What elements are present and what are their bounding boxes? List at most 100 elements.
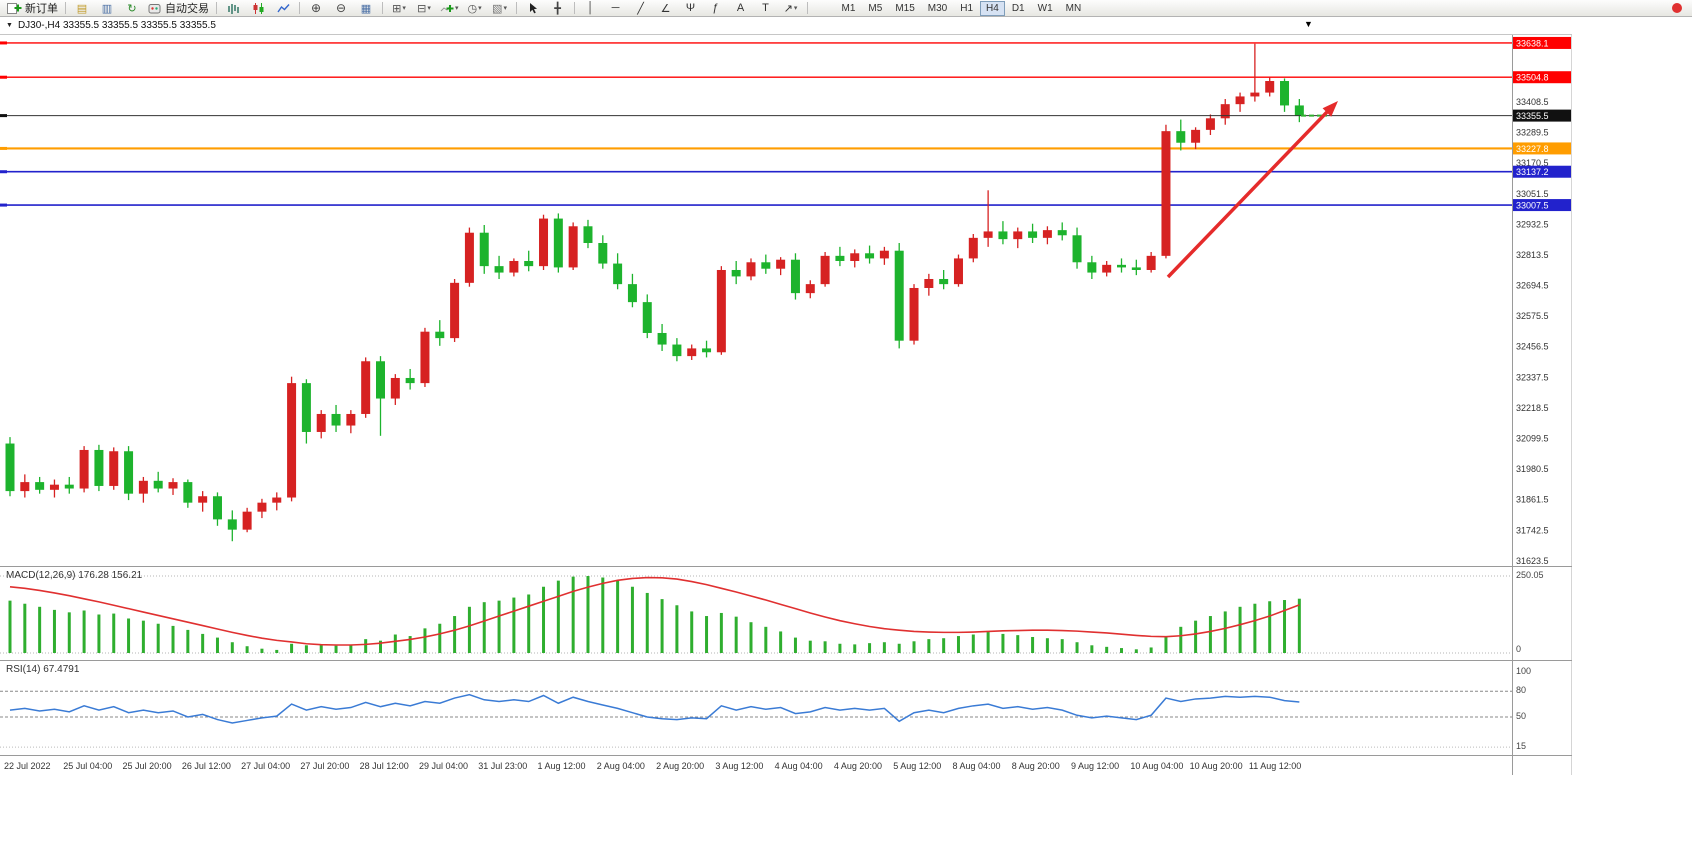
svg-text:33408.5: 33408.5 — [1516, 97, 1549, 107]
svg-text:33638.1: 33638.1 — [1516, 38, 1549, 48]
equidistant-channel-icon: ∠ — [660, 2, 671, 15]
candlestick-chart-icon — [252, 2, 265, 15]
time-axis-labels: 22 Jul 2022 25 Jul 04:00 25 Jul 20:00 26 Ju… — [4, 761, 1301, 771]
new-chart-icon: ⊞ — [392, 2, 402, 15]
refresh-button[interactable]: ↻ — [120, 0, 144, 17]
profiles-icon: ⊟ — [417, 2, 427, 15]
timeframe-h4[interactable]: H4 — [980, 0, 1005, 16]
label-button[interactable]: T — [754, 0, 778, 17]
svg-text:28 Jul 12:00: 28 Jul 12:00 — [360, 761, 409, 771]
svg-text:8 Aug 20:00: 8 Aug 20:00 — [1012, 761, 1060, 771]
templates-button[interactable]: ▧ ▾ — [488, 0, 512, 17]
zoom-in-icon: ⊕ — [310, 1, 322, 15]
svg-text:5 Aug 12:00: 5 Aug 12:00 — [893, 761, 941, 771]
zoom-out-button[interactable]: ⊖ — [329, 0, 353, 17]
panel-separator[interactable] — [0, 755, 1572, 756]
toolbar-separator — [382, 2, 383, 14]
chart-title-bar: ▼ DJ30-,H4 33355.5 33355.5 33355.5 33355… — [0, 17, 1572, 35]
autotrading-icon — [148, 2, 162, 15]
panel-separator[interactable] — [0, 660, 1572, 661]
rsi-level-80: 80 — [1516, 685, 1527, 695]
market-watch-button[interactable]: ▤ — [70, 0, 94, 17]
chevron-down-icon: ▾ — [402, 5, 406, 12]
arrows-button[interactable]: ↗ ▾ — [779, 0, 803, 17]
svg-text:27 Jul 04:00: 27 Jul 04:00 — [241, 761, 290, 771]
trendline-button[interactable]: ╱ — [629, 0, 653, 17]
vertical-line-button[interactable]: │ — [579, 0, 603, 17]
timeframe-w1[interactable]: W1 — [1037, 2, 1053, 14]
data-window-button[interactable]: ▥ — [95, 0, 119, 17]
toolbar-separator — [573, 2, 575, 14]
text-button[interactable]: A — [729, 0, 753, 17]
vertical-line-icon: │ — [587, 2, 594, 14]
autotrading-button[interactable]: 自动交易 — [145, 0, 212, 17]
timeframe-m30[interactable]: M30 — [927, 2, 948, 14]
svg-text:33504.8: 33504.8 — [1516, 73, 1549, 83]
rsi-level-50: 50 — [1516, 711, 1527, 721]
timeframe-d1[interactable]: D1 — [1011, 2, 1025, 14]
collapse-icon[interactable]: ▼ — [6, 22, 13, 29]
andrews-pitchfork-button[interactable]: Ψ — [679, 0, 703, 17]
svg-text:32575.5: 32575.5 — [1516, 311, 1549, 321]
svg-text:4 Aug 20:00: 4 Aug 20:00 — [834, 761, 882, 771]
timeframe-m15[interactable]: M15 — [895, 2, 915, 14]
svg-text:22 Jul 2022: 22 Jul 2022 — [4, 761, 51, 771]
horizontal-line-button[interactable]: ─ — [604, 0, 628, 17]
price-axis-labels: 33408.5 33289.5 33170.5 33051.5 32932.5 32813… — [1516, 97, 1549, 566]
timeframe-h1[interactable]: H1 — [960, 2, 974, 14]
crosshair-button[interactable]: ╋ — [546, 0, 570, 17]
toolbar-separator — [806, 2, 808, 14]
candlestick-chart-button[interactable] — [246, 0, 270, 17]
chart-shift-marker[interactable]: ▼ — [1304, 19, 1313, 29]
trend-arrow-head[interactable] — [1322, 101, 1338, 117]
svg-text:33355.5: 33355.5 — [1516, 111, 1549, 121]
line-chart-button[interactable] — [271, 0, 295, 17]
zoom-in-button[interactable]: ⊕ — [304, 0, 328, 17]
svg-text:29 Jul 04:00: 29 Jul 04:00 — [419, 761, 468, 771]
crosshair-icon: ╋ — [554, 2, 561, 15]
panel-separator[interactable] — [0, 566, 1572, 567]
svg-text:33289.5: 33289.5 — [1516, 128, 1549, 138]
svg-text:3 Aug 12:00: 3 Aug 12:00 — [715, 761, 763, 771]
fibonacci-button[interactable]: ƒ — [704, 0, 728, 17]
timeframe-mn[interactable]: MN — [1065, 2, 1082, 14]
toolbar-separator — [515, 2, 517, 14]
window-right-edge — [1571, 35, 1572, 775]
tile-windows-button[interactable]: ▦ — [354, 0, 378, 17]
bar-chart-icon — [227, 2, 240, 15]
horizontal-line-icon: ─ — [611, 2, 620, 14]
rsi-level-100: 100 — [1516, 666, 1532, 676]
timeframe-m5[interactable]: M5 — [868, 2, 883, 14]
svg-text:1 Aug 12:00: 1 Aug 12:00 — [538, 761, 586, 771]
chevron-down-icon: ▾ — [478, 5, 482, 12]
svg-text:10 Aug 04:00: 10 Aug 04:00 — [1130, 761, 1183, 771]
svg-text:33007.5: 33007.5 — [1516, 201, 1549, 211]
current-price-label — [1513, 109, 1571, 122]
svg-text:27 Jul 20:00: 27 Jul 20:00 — [300, 761, 349, 771]
price-axis-border — [1512, 35, 1513, 775]
bar-chart-button[interactable] — [221, 0, 245, 17]
andrews-pitchfork-icon: Ψ — [685, 2, 696, 14]
new-order-button[interactable]: 新订单 — [4, 0, 61, 17]
svg-text:8 Aug 04:00: 8 Aug 04:00 — [952, 761, 1000, 771]
periods-icon: ◷ — [467, 2, 478, 15]
chevron-down-icon: ▾ — [455, 5, 459, 12]
timeframe-m1[interactable]: M1 — [841, 2, 856, 14]
chart-title: DJ30-,H4 33355.5 33355.5 33355.5 33355.5 — [17, 20, 216, 31]
fibonacci-icon: ƒ — [712, 2, 719, 14]
notification-badge[interactable] — [1672, 3, 1682, 13]
macd-histogram — [8, 576, 1301, 653]
chevron-down-icon: ▾ — [793, 5, 798, 12]
svg-text:32099.5: 32099.5 — [1516, 434, 1549, 444]
chart-canvas[interactable]: 33408.5 33289.5 33170.5 33051.5 32932.5 32813… — [0, 0, 1572, 775]
cursor-button[interactable] — [521, 0, 545, 17]
trend-arrow[interactable] — [1166, 110, 1329, 279]
indicators-button[interactable]: ▾ — [437, 0, 462, 17]
profiles-button[interactable]: ⊟ ▾ — [412, 0, 436, 17]
equidistant-channel-button[interactable]: ∠ — [654, 0, 678, 17]
svg-text:31980.5: 31980.5 — [1516, 464, 1549, 474]
svg-text:25 Jul 20:00: 25 Jul 20:00 — [123, 761, 172, 771]
new-chart-button[interactable]: ⊞ ▾ — [387, 0, 411, 17]
periods-button[interactable]: ◷ ▾ — [463, 0, 487, 17]
